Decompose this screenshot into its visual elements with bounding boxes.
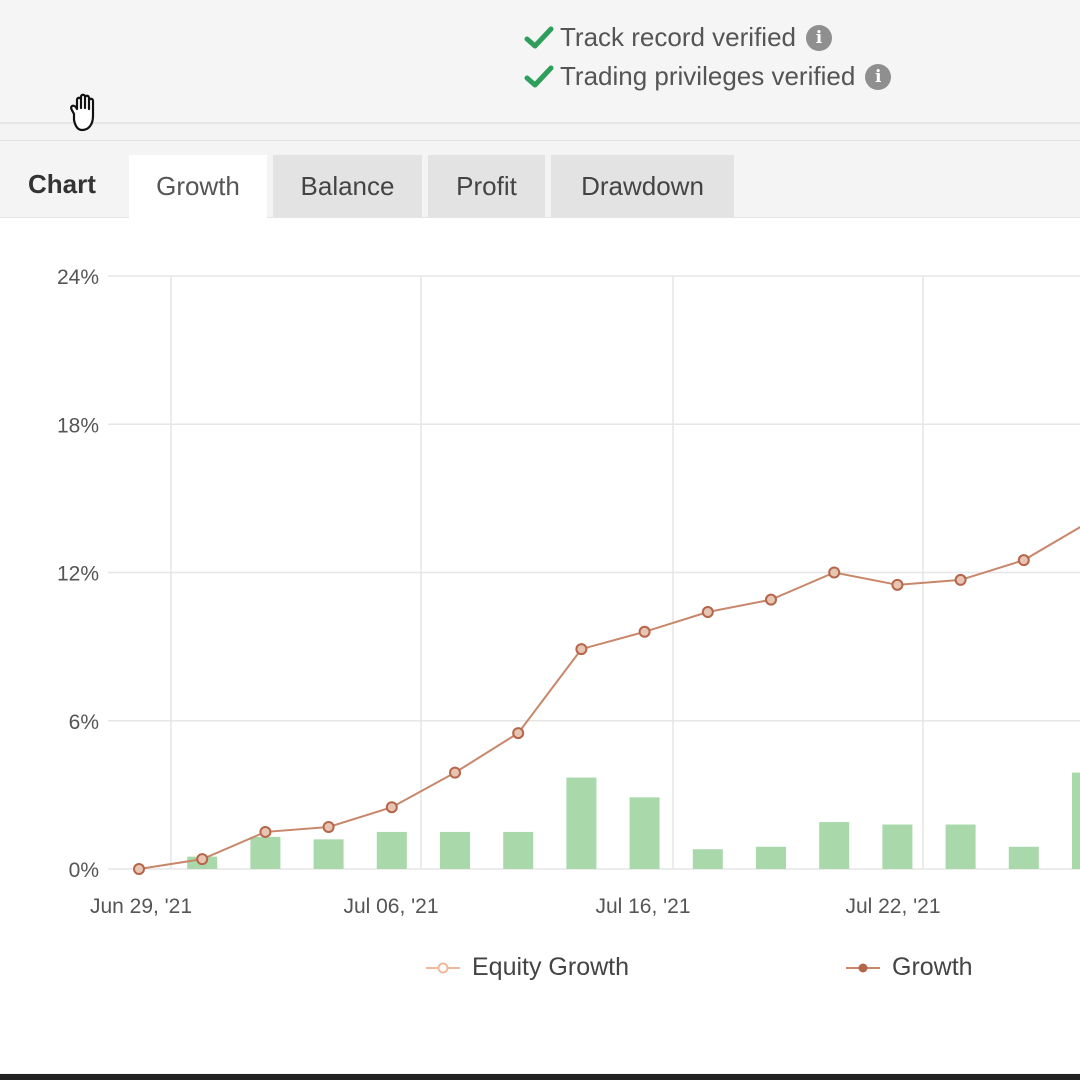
x-tick-label: Jul 16, '21	[595, 895, 690, 918]
equity-growth-bar	[819, 822, 850, 869]
y-tick-label: 6%	[69, 711, 99, 734]
equity-growth-bar	[882, 824, 913, 869]
growth-legend-marker	[846, 963, 880, 972]
growth-point	[322, 820, 335, 833]
info-icon[interactable]: i	[806, 24, 832, 51]
y-tick-label: 12%	[57, 563, 99, 586]
track-record-verification: Track record verified i	[524, 22, 832, 53]
growth-point	[954, 573, 967, 586]
legend-equity-growth-label: Equity Growth	[472, 953, 630, 981]
equity-growth-bar	[756, 846, 786, 869]
tab-balance-label: Balance	[300, 170, 395, 201]
equity-growth-bar	[692, 849, 723, 869]
equity-growth-bar	[1072, 772, 1080, 869]
equity-growth-bar	[945, 824, 976, 869]
check-icon	[524, 26, 554, 48]
legend-equity-growth[interactable]: Equity Growth	[424, 953, 629, 982]
info-icon[interactable]: i	[865, 63, 892, 90]
growth-point	[1017, 554, 1030, 567]
y-tick-label: 18%	[57, 414, 99, 437]
growth-point	[828, 566, 841, 579]
growth-point	[638, 625, 651, 638]
tab-bar: Chart Growth Balance Profit Drawdown	[0, 141, 1080, 218]
trading-privileges-text: Trading privileges verified	[560, 61, 856, 91]
legend-growth-label: Growth	[892, 953, 973, 981]
growth-point	[196, 853, 209, 866]
equity-growth-bar	[376, 831, 407, 869]
growth-point	[891, 578, 904, 591]
tab-growth-label: Growth	[156, 171, 240, 201]
header-band: Track record verified i Trading privileg…	[0, 0, 1080, 124]
legend-growth[interactable]: Growth	[844, 953, 973, 982]
growth-point	[385, 801, 398, 814]
check-icon	[524, 65, 554, 87]
chart-label: Chart	[28, 169, 96, 199]
chart-panel: Chart Growth Balance Profit Drawdown 0% 6…	[0, 140, 1080, 1073]
x-tick-label: Jun 29, '21	[90, 895, 192, 918]
x-tick-label: Jul 22, '21	[845, 895, 940, 918]
tab-profit-label: Profit	[456, 170, 517, 201]
growth-line	[138, 526, 1080, 870]
growth-point	[701, 606, 714, 619]
growth-point	[512, 727, 525, 740]
growth-chart: 0% 6% 12% 18% 24% Jun 29, '21 Jul 06, '21 Jul 1…	[57, 266, 1080, 918]
equity-growth-bar	[250, 836, 281, 869]
equity-growth-bar	[503, 831, 534, 869]
growth-point	[133, 863, 145, 875]
equity-growth-bar	[566, 777, 597, 869]
equity-growth-legend-marker	[426, 962, 460, 973]
tab-balance[interactable]: Balance	[273, 155, 422, 217]
equity-growth-bar	[629, 797, 660, 869]
growth-point	[449, 766, 461, 779]
tab-profit[interactable]: Profit	[428, 155, 545, 217]
tab-drawdown-label: Drawdown	[581, 170, 704, 201]
equity-growth-bar	[440, 831, 470, 869]
tab-drawdown[interactable]: Drawdown	[551, 155, 734, 217]
equity-growth-bar	[1008, 846, 1039, 869]
growth-point	[575, 643, 588, 656]
hand-cursor-icon	[70, 93, 95, 132]
track-record-text: Track record verified	[560, 22, 796, 52]
growth-point	[765, 593, 777, 606]
trading-privileges-verification: Trading privileges verified i	[524, 61, 892, 92]
equity-growth-bar	[313, 839, 344, 869]
window-bottom-edge	[0, 1074, 1080, 1080]
y-tick-label: 0%	[69, 859, 99, 882]
growth-point	[259, 825, 272, 838]
tab-growth[interactable]: Growth	[129, 155, 267, 218]
x-tick-label: Jul 06, '21	[343, 895, 438, 918]
y-tick-label: 24%	[57, 266, 99, 289]
